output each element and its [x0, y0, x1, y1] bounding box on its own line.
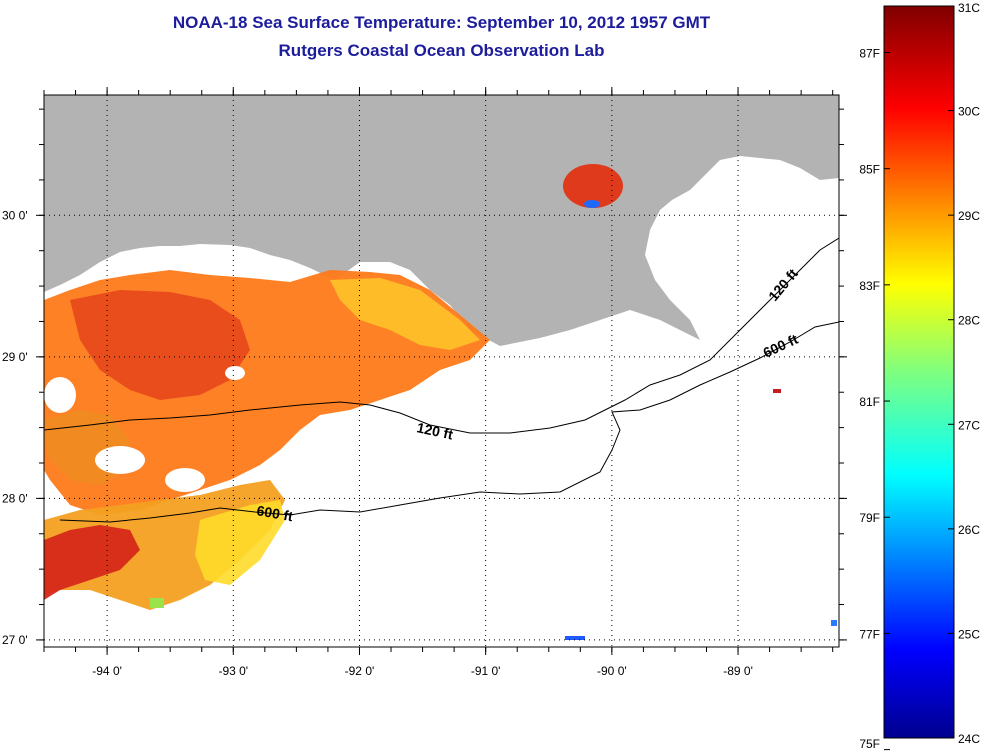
lat-tick-label: 27 0': [2, 633, 28, 647]
sst-pixel: [831, 620, 837, 626]
colorbar-f-label: 77F: [859, 627, 880, 641]
sst-pixel: [565, 636, 585, 640]
colorbar-c-label: 29C: [958, 209, 980, 223]
land-mass: [44, 95, 839, 350]
map-axes: -94 0' -93 0' -92 0' -91 0' -90 0' -89 0' 30 0…: [2, 87, 847, 678]
sst-swath-yellow: [330, 278, 480, 350]
lon-tick-label: -89 0': [723, 664, 753, 678]
sst-swath-warm: [70, 290, 250, 400]
contour-label-120ft-west: 120 ft: [415, 419, 454, 442]
cloud-gap: [44, 377, 76, 413]
cloud-gap: [95, 446, 145, 474]
colorbar-c-label: 24C: [958, 732, 980, 746]
cloud-gap: [225, 366, 245, 380]
sst-lake-cool: [584, 200, 600, 208]
sst-pixel: [773, 389, 781, 393]
lon-tick-label: -90 0': [597, 664, 627, 678]
contour-label-600ft-west: 600 ft: [255, 502, 294, 524]
sst-swath-southwest: [44, 480, 285, 610]
colorbar-c-label: 26C: [958, 523, 980, 537]
lon-tick-label: -91 0': [471, 664, 501, 678]
colorbar-c-label: 27C: [958, 418, 980, 432]
map-subtitle: Rutgers Coastal Ocean Observation Lab: [278, 41, 605, 60]
colorbar-c-label: 28C: [958, 314, 980, 328]
colorbar-f-label: 87F: [859, 46, 880, 60]
lat-tick-label: 30 0': [2, 208, 28, 222]
colorbar-f-label: 75F: [859, 737, 880, 751]
lon-tick-label: -92 0': [345, 664, 375, 678]
contour-600ft: [59, 321, 839, 523]
sst-lake-patch: [563, 164, 623, 208]
lon-tick-label: -94 0': [92, 664, 122, 678]
colorbar-labels: 31C 30C 29C 28C 27C 26C 25C 24C 87F 85F 83F 81F 79F 7…: [859, 1, 980, 751]
map-title: NOAA-18 Sea Surface Temperature: Septemb…: [172, 13, 711, 32]
colorbar: [883, 5, 955, 739]
plot-frame: [43, 94, 840, 648]
colorbar-f-label: 81F: [859, 395, 880, 409]
contour-120ft: [44, 237, 839, 434]
sst-pixel: [150, 598, 164, 608]
colorbar-c-label: 25C: [958, 627, 980, 641]
colorbar-c-label: 31C: [958, 1, 980, 15]
sst-swath-deep-red: [44, 525, 140, 600]
colorbar-c-label: 30C: [958, 105, 980, 119]
colorbar-f-label: 79F: [859, 511, 880, 525]
lat-tick-label: 28 0': [2, 491, 28, 505]
sst-swath-yellow-south: [195, 500, 285, 585]
lat-tick-label: 29 0': [2, 350, 28, 364]
graticule: [44, 95, 839, 647]
lon-tick-label: -93 0': [218, 664, 248, 678]
colorbar-f-label: 85F: [859, 163, 880, 177]
cloud-gap: [165, 468, 205, 492]
colorbar-f-label: 83F: [859, 279, 880, 293]
